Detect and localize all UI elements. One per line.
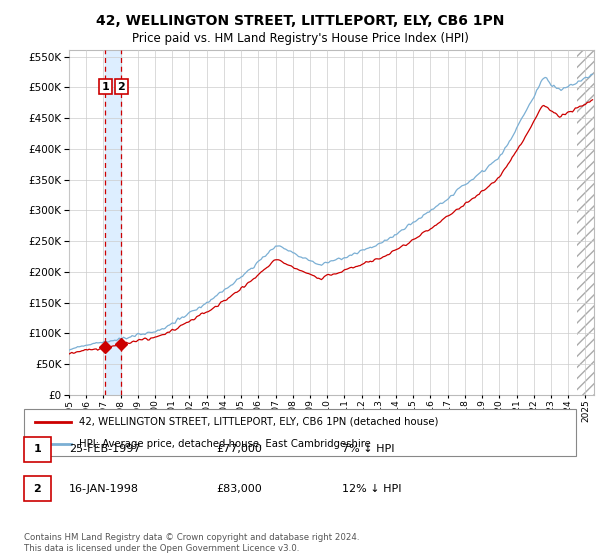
Text: 1: 1 bbox=[101, 82, 109, 92]
Text: Price paid vs. HM Land Registry's House Price Index (HPI): Price paid vs. HM Land Registry's House … bbox=[131, 32, 469, 45]
Text: 1: 1 bbox=[34, 445, 41, 454]
Text: 16-JAN-1998: 16-JAN-1998 bbox=[69, 484, 139, 493]
Bar bbox=[577, 50, 594, 395]
Text: Contains HM Land Registry data © Crown copyright and database right 2024.
This d: Contains HM Land Registry data © Crown c… bbox=[24, 533, 359, 553]
Text: 25-FEB-1997: 25-FEB-1997 bbox=[69, 445, 140, 454]
Text: 7% ↓ HPI: 7% ↓ HPI bbox=[342, 445, 395, 454]
Text: £77,000: £77,000 bbox=[216, 445, 262, 454]
Text: 42, WELLINGTON STREET, LITTLEPORT, ELY, CB6 1PN (detached house): 42, WELLINGTON STREET, LITTLEPORT, ELY, … bbox=[79, 417, 439, 427]
FancyBboxPatch shape bbox=[24, 409, 576, 456]
Text: HPI: Average price, detached house, East Cambridgeshire: HPI: Average price, detached house, East… bbox=[79, 438, 371, 449]
Text: 42, WELLINGTON STREET, LITTLEPORT, ELY, CB6 1PN: 42, WELLINGTON STREET, LITTLEPORT, ELY, … bbox=[96, 14, 504, 28]
Text: 12% ↓ HPI: 12% ↓ HPI bbox=[342, 484, 401, 493]
Text: 2: 2 bbox=[34, 484, 41, 493]
Text: £83,000: £83,000 bbox=[216, 484, 262, 493]
Text: 2: 2 bbox=[118, 82, 125, 92]
Bar bbox=[106, 50, 121, 395]
